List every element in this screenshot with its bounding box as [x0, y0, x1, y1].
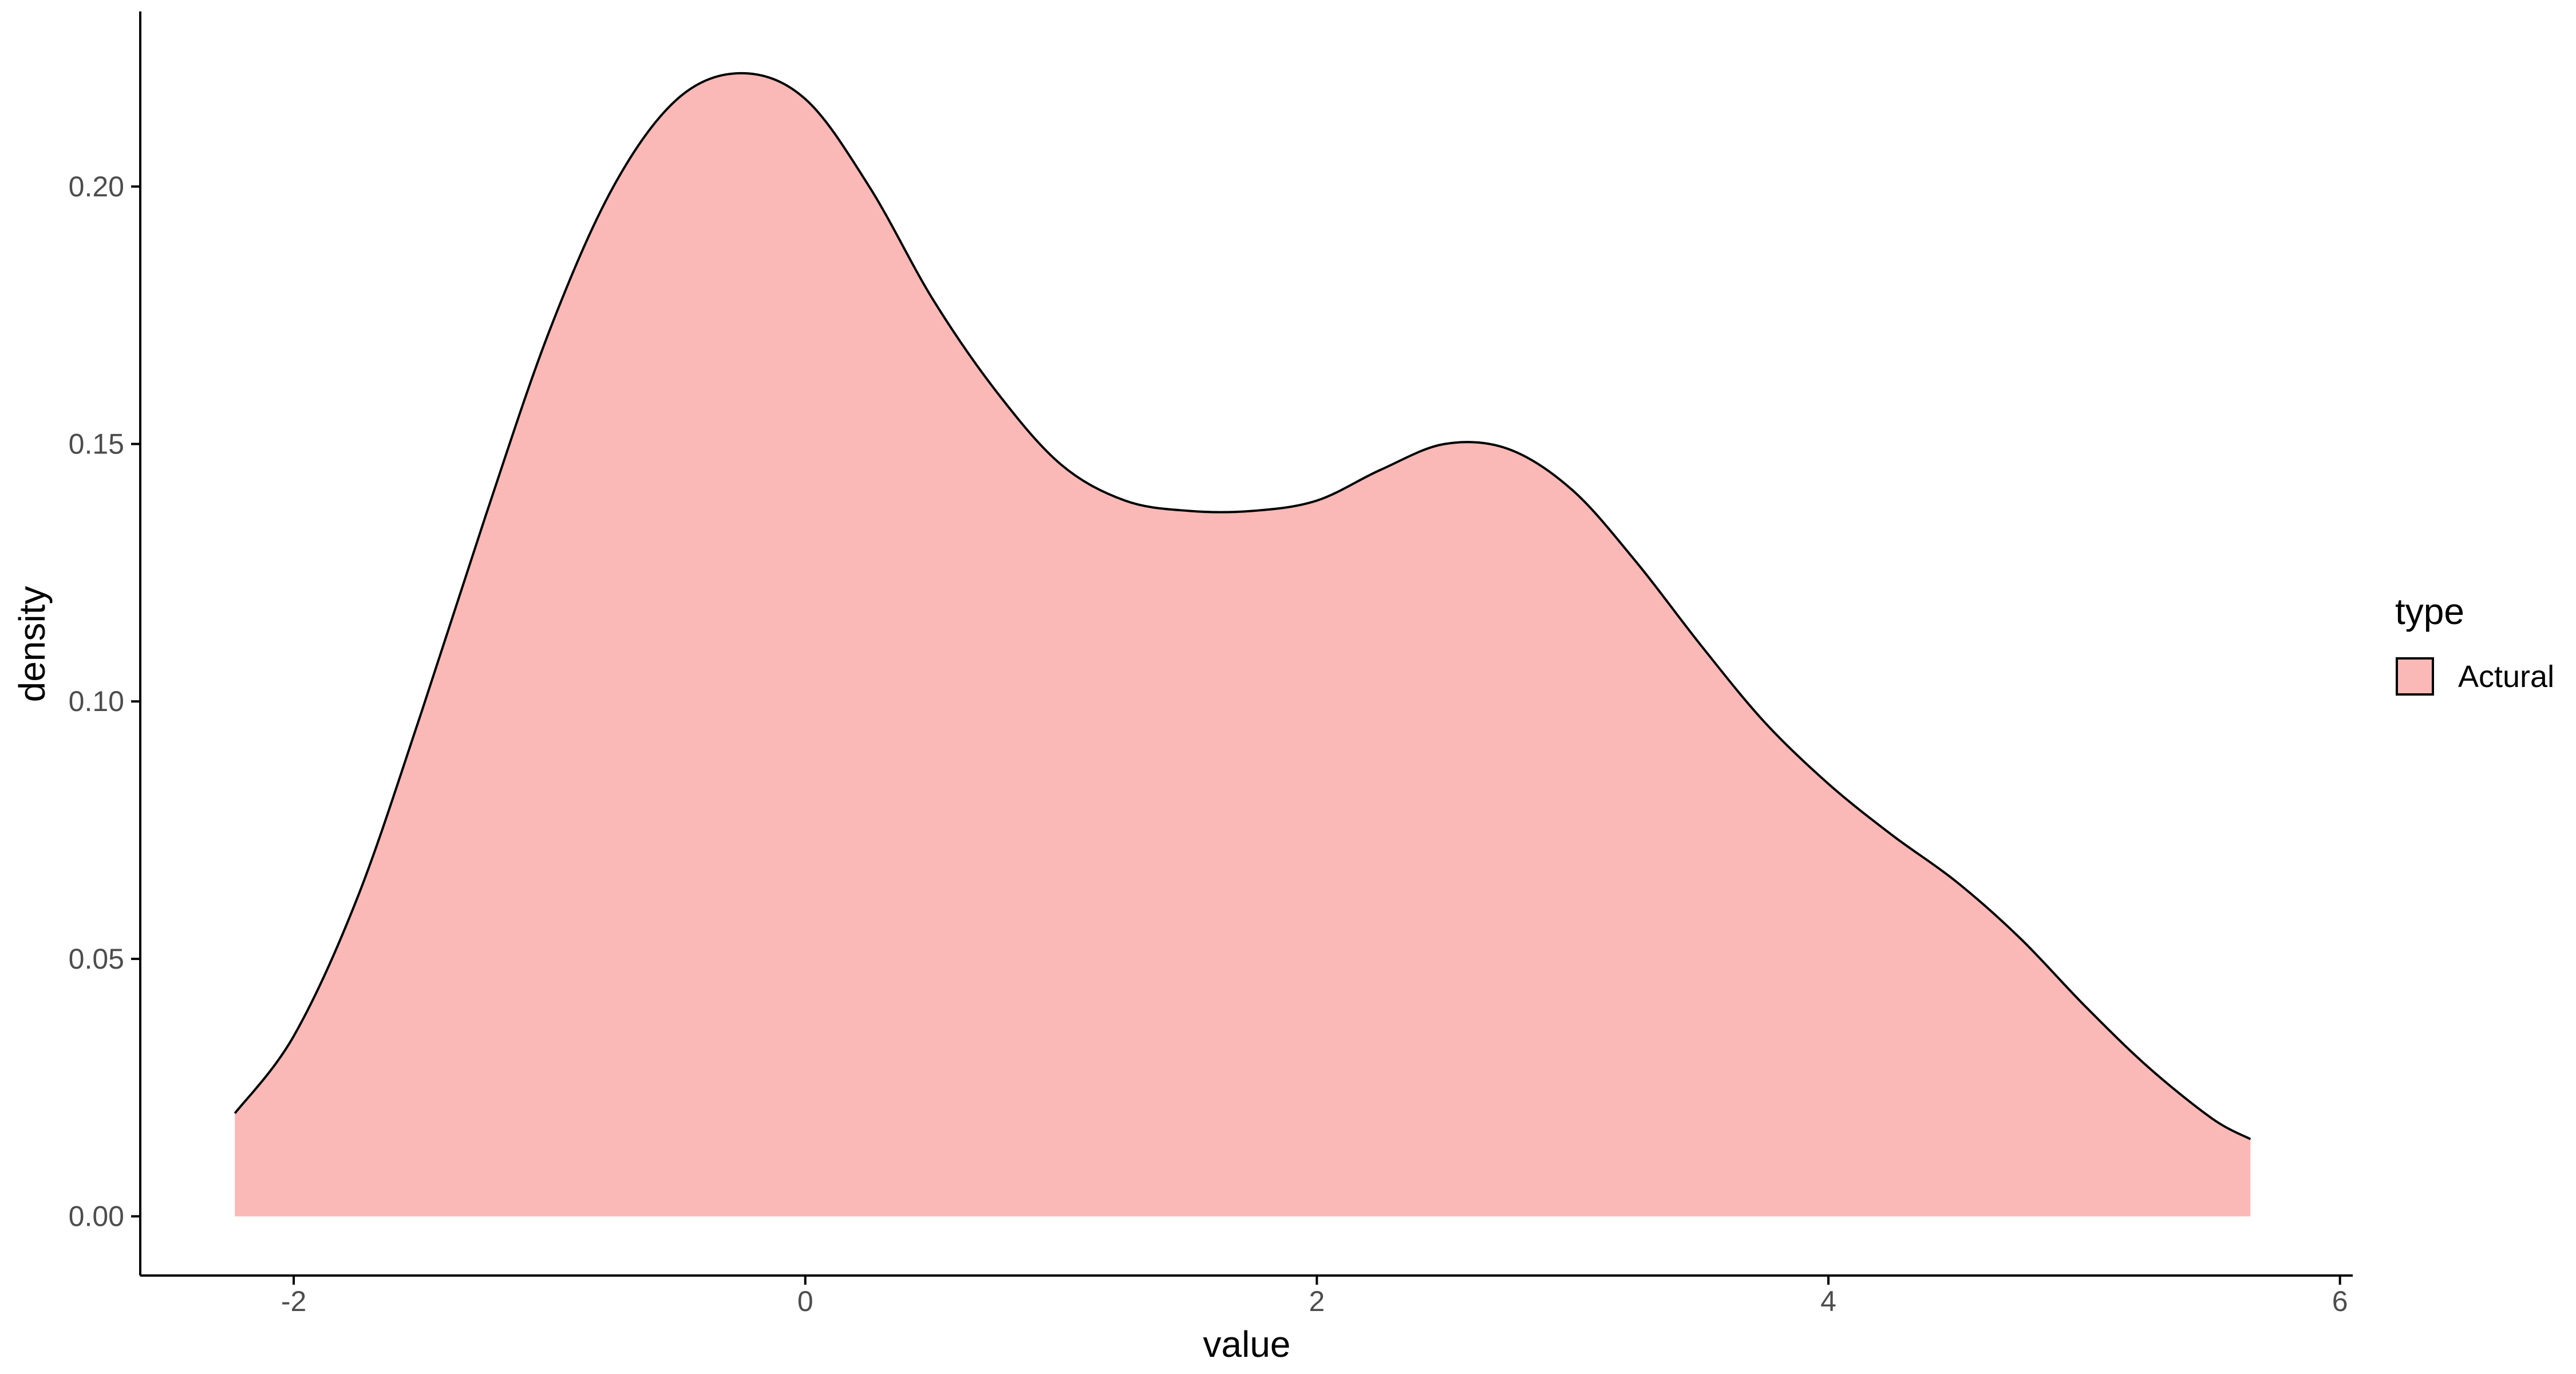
- y-tick-label: 0.15: [69, 428, 124, 460]
- y-tick-label: 0.05: [69, 943, 124, 975]
- density-area-fill: [235, 73, 2251, 1217]
- legend-title: type: [2395, 591, 2464, 632]
- x-tick-label: -2: [281, 1285, 306, 1317]
- x-axis-title: value: [1203, 1324, 1291, 1365]
- x-tick-label: 4: [1820, 1285, 1836, 1317]
- x-tick-label: 0: [797, 1285, 813, 1317]
- legend-label-actural: Actural: [2458, 660, 2554, 694]
- plot-area: [234, 72, 2251, 1217]
- legend-key-actural: [2396, 657, 2434, 696]
- x-axis-ticks: -2 0 2 4 6: [281, 1276, 2348, 1317]
- y-axis-ticks: 0.00 0.05 0.10 0.15 0.20: [69, 171, 140, 1233]
- y-axis-title: density: [11, 586, 53, 702]
- y-tick-label: 0.00: [69, 1201, 124, 1233]
- y-tick-label: 0.20: [69, 171, 124, 203]
- y-tick-label: 0.10: [69, 685, 124, 717]
- density-curve: [234, 72, 2251, 1140]
- x-tick-label: 6: [2332, 1285, 2348, 1317]
- x-tick-label: 2: [1309, 1285, 1325, 1317]
- legend: type Actural: [2395, 591, 2554, 696]
